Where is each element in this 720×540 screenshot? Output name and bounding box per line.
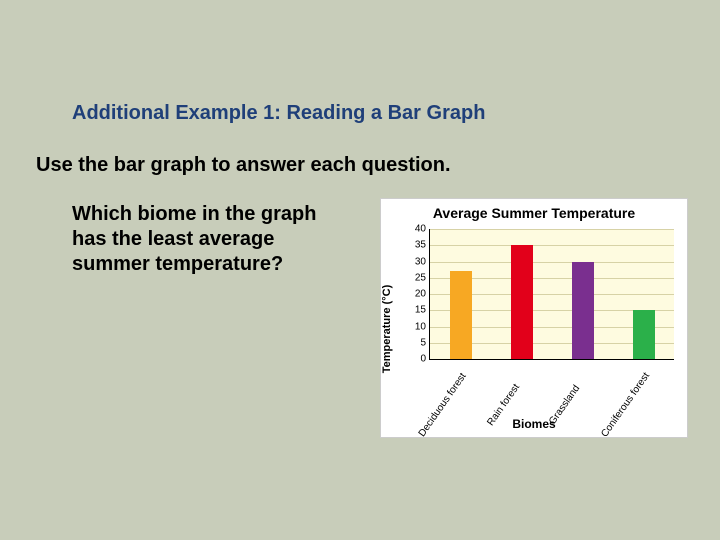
- y-tick-label: 5: [404, 337, 426, 348]
- bar: [633, 310, 655, 359]
- y-tick-label: 20: [404, 289, 426, 300]
- y-axis-label: Temperature (°C): [381, 269, 393, 389]
- category-label: Grassland: [534, 365, 595, 445]
- y-tick-label: 40: [404, 224, 426, 235]
- x-axis-label: Biomes: [381, 417, 687, 431]
- y-tick-label: 35: [404, 240, 426, 251]
- bar: [511, 245, 533, 359]
- category-label: Rain forest: [473, 365, 534, 445]
- bar: [450, 271, 472, 359]
- slide-background: Additional Example 1: Reading a Bar Grap…: [0, 0, 720, 540]
- instruction-text: Use the bar graph to answer each questio…: [36, 154, 686, 177]
- chart-title: Average Summer Temperature: [381, 205, 687, 221]
- bar: [572, 262, 594, 360]
- slide-title: Additional Example 1: Reading a Bar Grap…: [72, 102, 662, 125]
- category-label: Deciduous forest: [412, 365, 473, 445]
- y-tick-label: 0: [404, 354, 426, 365]
- plot-area: 0510152025303540: [429, 229, 674, 360]
- category-label: Coniferous forest: [595, 365, 656, 445]
- question-text: Which biome in the graph has the least a…: [72, 202, 332, 277]
- y-tick-label: 25: [404, 272, 426, 283]
- y-tick-label: 30: [404, 256, 426, 267]
- gridline: [430, 262, 674, 263]
- gridline: [430, 245, 674, 246]
- gridline: [430, 229, 674, 230]
- bar-chart: Average Summer Temperature Temperature (…: [380, 198, 688, 438]
- y-tick-label: 15: [404, 305, 426, 316]
- y-tick-label: 10: [404, 321, 426, 332]
